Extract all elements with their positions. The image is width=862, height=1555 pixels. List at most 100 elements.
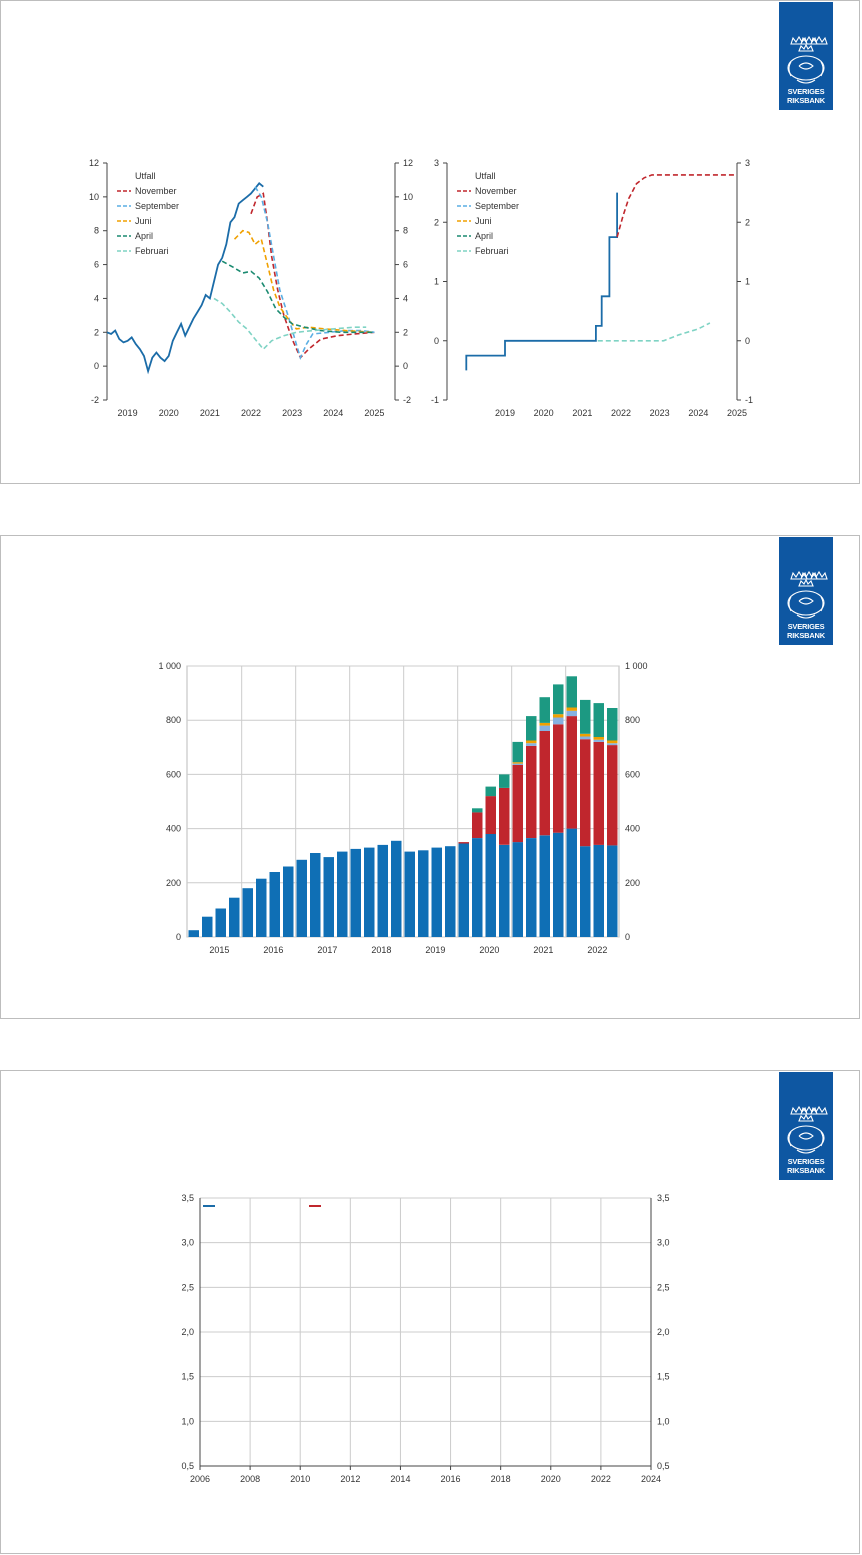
- bar-segment: [526, 745, 537, 838]
- y-tick-label-right: 200: [625, 878, 640, 888]
- x-tick-label: 2023: [650, 408, 670, 418]
- bar-segment: [566, 710, 577, 717]
- x-tick-label: 2024: [641, 1474, 661, 1484]
- x-tick-label: 2025: [364, 408, 384, 418]
- logo-text-sveriges: SVERIGES: [787, 622, 825, 631]
- bar-segment: [580, 699, 591, 734]
- x-tick-label: 2019: [495, 408, 515, 418]
- bar-segment: [593, 739, 604, 742]
- x-tick-label: 2012: [340, 1474, 360, 1484]
- x-tick-label: 2016: [263, 945, 283, 955]
- series-line-utfall: [106, 182, 264, 375]
- y-tick-label-right: 1,0: [657, 1416, 670, 1426]
- legend-label-februari: Februari: [475, 246, 509, 256]
- x-tick-label: 2022: [241, 408, 261, 418]
- bar-segment: [580, 733, 591, 737]
- legend-label-juni: Juni: [475, 216, 492, 226]
- slide-empty-line-chart: SVERIGES RIKSBANK 0,5 0,5 1,0 1,0 1,5 1,5 2,0 2…: [0, 1070, 860, 1554]
- bar-segment: [377, 844, 388, 937]
- bar-segment: [607, 845, 618, 937]
- y-tick-label-left: 1 000: [158, 661, 181, 671]
- chart-stacked-bar: 0 0 200 200 400 400 600 600 800 800 1 000 1 000 2015…: [158, 661, 648, 955]
- x-tick-label: 2025: [727, 408, 747, 418]
- bar-segment: [593, 703, 604, 737]
- y-tick-label-right: 4: [403, 293, 408, 303]
- y-tick-label-left: 0: [176, 932, 181, 942]
- legend-title: Utfall: [475, 171, 496, 181]
- bar-segment: [526, 743, 537, 746]
- bar-segment: [485, 834, 496, 937]
- logo-text-riksbank: RIKSBANK: [787, 631, 825, 640]
- bar-segment: [310, 853, 321, 937]
- y-tick-label-left: 3,0: [181, 1238, 194, 1248]
- bar-segment: [553, 717, 564, 725]
- series-line-september: [254, 186, 375, 360]
- y-tick-label-left: 0: [434, 336, 439, 346]
- y-tick-label-right: 8: [403, 226, 408, 236]
- y-tick-label-right: 2,5: [657, 1282, 670, 1292]
- y-tick-label-left: 1,5: [181, 1372, 194, 1382]
- bar-segment: [526, 740, 537, 744]
- riksbank-logo: SVERIGES RIKSBANK: [779, 537, 833, 645]
- bar-segment: [283, 866, 294, 937]
- bar-segment: [499, 787, 510, 845]
- y-tick-label-left: 0: [94, 361, 99, 371]
- bar-segment: [553, 684, 564, 715]
- y-tick-label-left: 400: [166, 824, 181, 834]
- series-line-november: [250, 192, 375, 360]
- chart-grid-lines: 0,5 0,5 1,0 1,0 1,5 1,5 2,0 2,0 2,5 2,5 3,0 3,0 3,5 3…: [181, 1193, 670, 1484]
- y-tick-label-right: -1: [745, 395, 753, 405]
- x-tick-label: 2008: [240, 1474, 260, 1484]
- bar-segment: [296, 859, 307, 937]
- bar-segment: [364, 847, 375, 937]
- x-tick-label: 2022: [587, 945, 607, 955]
- bar-segment: [458, 843, 469, 937]
- bar-segment: [539, 722, 550, 726]
- y-tick-label-left: 2,5: [181, 1282, 194, 1292]
- y-tick-label-left: 6: [94, 260, 99, 270]
- bar-segment: [499, 774, 510, 788]
- bar-segment: [512, 741, 523, 763]
- series-line-april: [221, 260, 375, 334]
- y-tick-label-left: -2: [91, 395, 99, 405]
- y-tick-label-left: 3,5: [181, 1193, 194, 1203]
- y-tick-label-right: 0: [403, 361, 408, 371]
- y-tick-label-right: 400: [625, 824, 640, 834]
- y-tick-label-right: 3,0: [657, 1238, 670, 1248]
- bar-segment: [323, 857, 334, 937]
- logo-text-riksbank: RIKSBANK: [787, 1166, 825, 1175]
- bar-segment: [526, 716, 537, 741]
- bar-segment: [539, 835, 550, 937]
- bar-segment: [445, 846, 456, 937]
- y-tick-label-left: 2: [434, 217, 439, 227]
- bar-segment: [553, 832, 564, 937]
- y-tick-label-right: 3,5: [657, 1193, 670, 1203]
- x-tick-label: 2006: [190, 1474, 210, 1484]
- bar-segment: [418, 850, 429, 937]
- chart-inflation: -2 -2 0 0 2 2 4 4 6 6 8 8 10 10 12 12 2019 2020 2021 2022 20…: [89, 158, 413, 418]
- legend-label-november: November: [135, 186, 177, 196]
- y-tick-label-left: 8: [94, 226, 99, 236]
- legend-label-juni: Juni: [135, 216, 152, 226]
- bar-segment: [607, 745, 618, 846]
- bar-segment: [580, 739, 591, 847]
- bar-segment: [566, 716, 577, 829]
- bar-segment: [242, 888, 253, 937]
- series-line-februari: [597, 322, 711, 342]
- y-tick-label-right: 1 000: [625, 661, 648, 671]
- x-tick-label: 2024: [688, 408, 708, 418]
- y-tick-label-right: 0: [625, 932, 630, 942]
- x-tick-label: 2020: [479, 945, 499, 955]
- slide-stacked-bars: SVERIGES RIKSBANK 0 0 200 200 400 400 600 600 80…: [0, 535, 860, 1019]
- bar-segment: [512, 762, 523, 764]
- y-tick-label-left: 600: [166, 769, 181, 779]
- bar-segment: [566, 707, 577, 711]
- x-tick-label: 2020: [534, 408, 554, 418]
- slide-inflation-policy-rate: SVERIGES RIKSBANK -2 -2 0 0 2 2 4 4 6 6 8 8 10 10 12 12…: [0, 0, 860, 484]
- y-tick-label-left: 1,0: [181, 1416, 194, 1426]
- bar-segment: [553, 714, 564, 718]
- bar-segment: [202, 916, 213, 937]
- logo-text-riksbank: RIKSBANK: [787, 96, 825, 105]
- bar-segment: [539, 725, 550, 731]
- y-tick-label-right: 12: [403, 158, 413, 168]
